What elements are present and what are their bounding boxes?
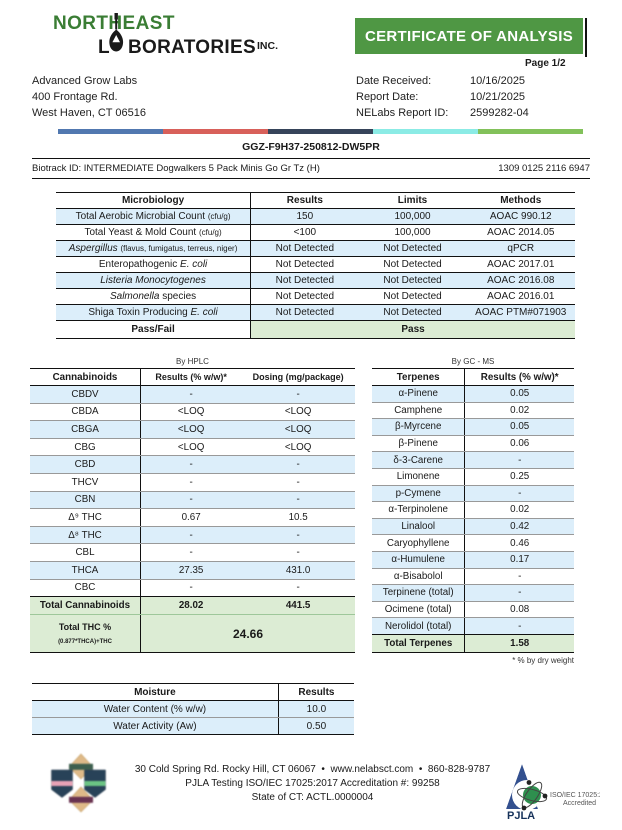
svg-text:Accredited: Accredited (563, 800, 596, 807)
svg-text:PJLA: PJLA (507, 810, 535, 822)
svg-text:ISO/IEC 17025:2017: ISO/IEC 17025:2017 (550, 792, 600, 799)
